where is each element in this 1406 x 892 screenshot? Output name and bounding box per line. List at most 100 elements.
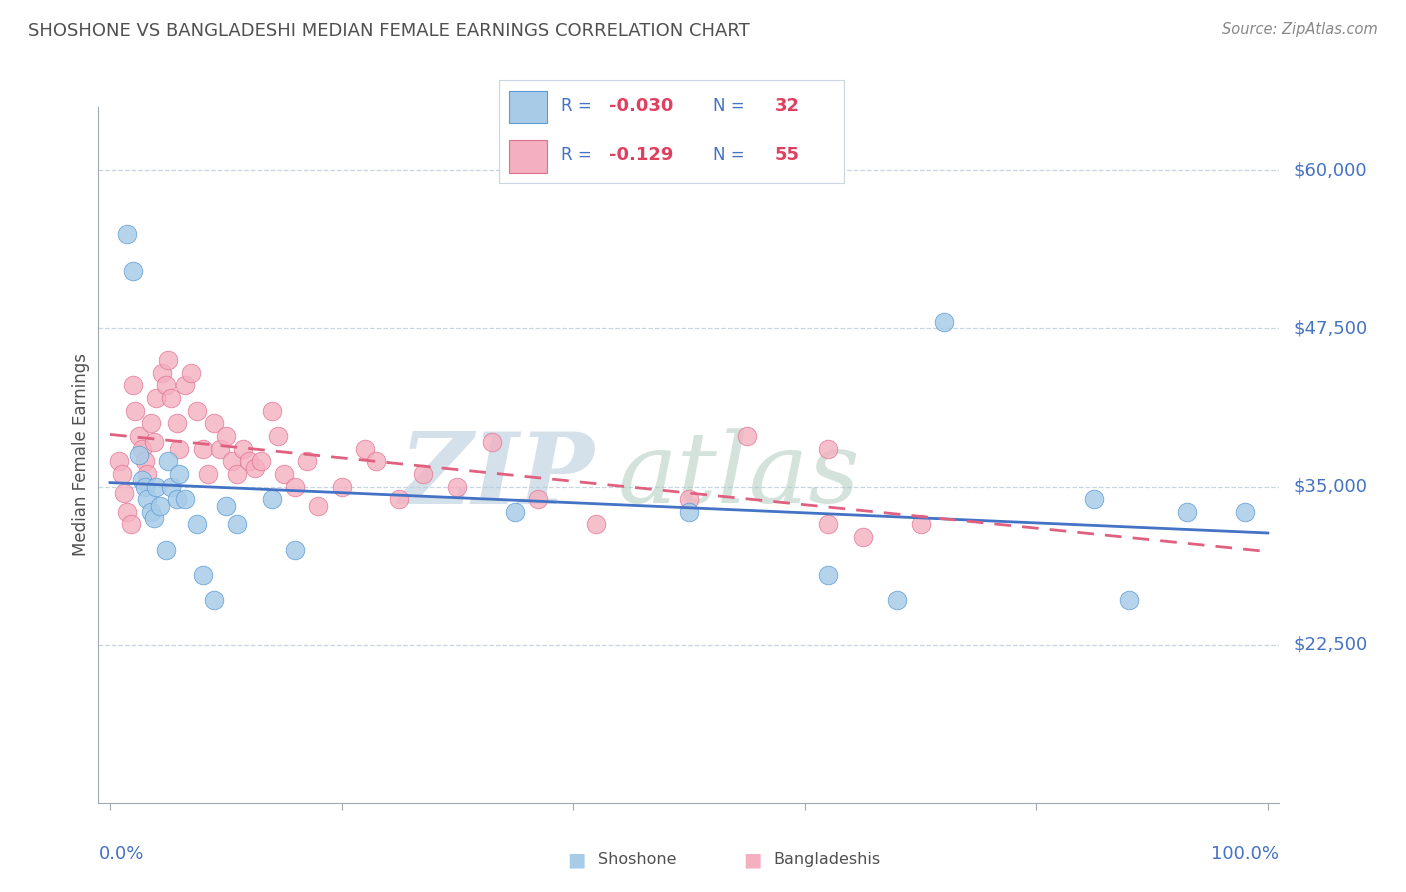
Point (307, 499, 329, 513)
Point (180, 366, 202, 380)
Point (585, 517, 607, 532)
Point (678, 505, 700, 519)
Point (817, 568, 839, 582)
Point (156, 454, 179, 468)
Point (150, 366, 173, 380)
Point (117, 227, 139, 241)
Point (145, 479, 167, 493)
Point (134, 454, 156, 468)
Point (232, 442, 254, 456)
Text: 32: 32 (775, 97, 800, 115)
Point (143, 435, 166, 450)
Point (131, 442, 153, 456)
Point (243, 460, 266, 475)
Text: $60,000: $60,000 (1294, 161, 1367, 179)
Point (202, 593, 225, 607)
Point (249, 454, 271, 468)
Point (678, 492, 700, 507)
Point (139, 505, 162, 519)
Point (221, 454, 243, 468)
Point (136, 467, 159, 481)
Point (284, 542, 307, 557)
Point (886, 593, 908, 607)
Point (910, 517, 932, 532)
Point (215, 499, 238, 513)
Y-axis label: Median Female Earnings: Median Female Earnings (72, 353, 90, 557)
Text: 55: 55 (775, 145, 800, 163)
Point (166, 417, 188, 431)
Text: ■: ■ (567, 850, 586, 870)
Point (143, 511, 166, 525)
Point (122, 264, 145, 278)
Point (169, 467, 191, 481)
Point (353, 442, 375, 456)
Text: -0.129: -0.129 (609, 145, 673, 163)
Text: N =: N = (713, 145, 749, 163)
Point (817, 517, 839, 532)
Point (1175, 505, 1198, 519)
Point (186, 403, 208, 417)
Point (155, 378, 177, 392)
Text: $22,500: $22,500 (1294, 636, 1368, 654)
Text: ZIP: ZIP (399, 427, 595, 524)
Point (124, 403, 146, 417)
Point (215, 429, 238, 443)
Point (174, 378, 197, 392)
Point (131, 473, 153, 487)
Text: 0.0%: 0.0% (98, 845, 143, 863)
Point (262, 403, 284, 417)
Point (735, 429, 758, 443)
Point (160, 391, 183, 405)
Point (117, 505, 139, 519)
Point (817, 442, 839, 456)
Point (197, 467, 219, 481)
Point (388, 492, 411, 507)
Point (366, 454, 388, 468)
Point (174, 492, 197, 507)
Point (267, 429, 290, 443)
Point (120, 517, 142, 532)
Point (128, 448, 150, 462)
Point (191, 442, 214, 456)
Point (145, 391, 167, 405)
Point (134, 479, 156, 493)
Text: Bangladeshis: Bangladeshis (773, 853, 880, 867)
Point (160, 479, 183, 493)
Point (136, 492, 159, 507)
Text: R =: R = (561, 145, 602, 163)
Point (110, 467, 132, 481)
Point (169, 442, 191, 456)
Point (446, 479, 468, 493)
Point (139, 417, 162, 431)
Point (202, 417, 225, 431)
Point (273, 467, 295, 481)
Point (108, 454, 131, 468)
Point (112, 486, 135, 500)
Point (226, 467, 249, 481)
Point (295, 454, 318, 468)
Point (412, 467, 434, 481)
Text: 100.0%: 100.0% (1212, 845, 1279, 863)
Point (186, 517, 208, 532)
Point (1118, 593, 1140, 607)
Point (208, 442, 231, 456)
Text: $47,500: $47,500 (1294, 319, 1368, 337)
FancyBboxPatch shape (509, 91, 547, 123)
Text: atlas: atlas (619, 428, 860, 524)
Point (262, 492, 284, 507)
Point (149, 499, 172, 513)
Point (156, 353, 179, 368)
Point (503, 505, 526, 519)
Text: Shoshone: Shoshone (598, 853, 676, 867)
Text: ■: ■ (742, 850, 762, 870)
Point (155, 542, 177, 557)
Text: -0.030: -0.030 (609, 97, 673, 115)
Point (284, 479, 307, 493)
Point (330, 479, 353, 493)
Point (191, 568, 214, 582)
Point (1233, 505, 1256, 519)
Point (122, 378, 145, 392)
FancyBboxPatch shape (509, 140, 547, 173)
Text: N =: N = (713, 97, 749, 115)
Text: $35,000: $35,000 (1294, 477, 1368, 496)
